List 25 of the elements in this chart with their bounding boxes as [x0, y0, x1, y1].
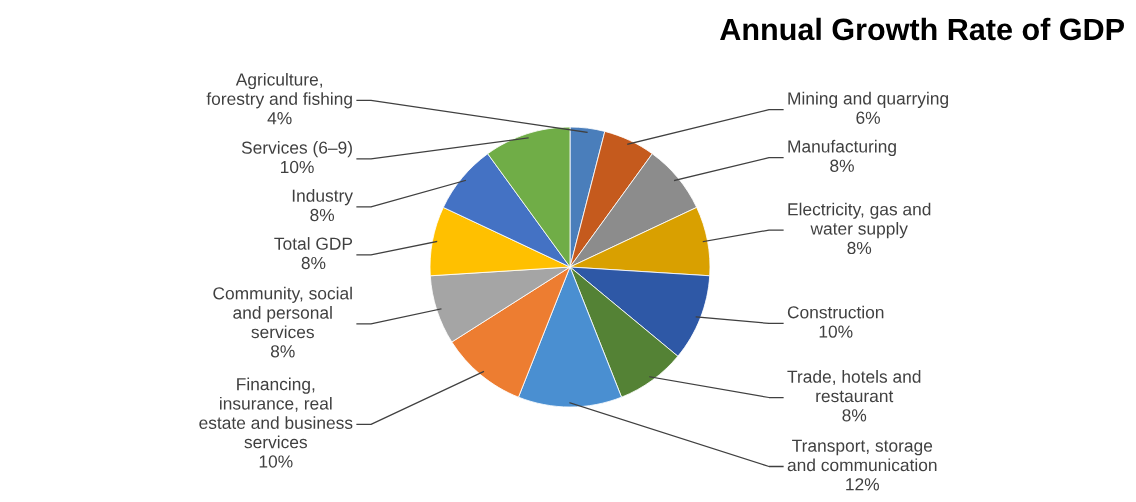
slice-label: Financing, insurance, real estate and business services [199, 377, 353, 449]
data-label: 12% [846, 478, 880, 491]
data-label: 6% [856, 111, 880, 124]
data-label: 8% [301, 256, 326, 270]
slice-label: Total GDP [274, 237, 353, 250]
chart-title: Annual Growth Rate of GDP [720, 17, 1124, 41]
slice-label: Trade, hotels and restaurant [787, 370, 921, 403]
data-label: 10% [819, 325, 853, 338]
data-label: 8% [830, 159, 854, 172]
slice-label: Services (6–9) [241, 141, 352, 158]
slice-label: Manufacturing [788, 139, 896, 156]
data-label: 4% [267, 112, 292, 125]
data-label: 10% [259, 455, 293, 468]
slice-label: Agriculture, forestry and fishing [206, 72, 352, 109]
data-label: 8% [847, 241, 872, 255]
data-label: 10% [280, 160, 314, 174]
data-label: 8% [842, 409, 867, 422]
slice-label: Transport, storage and communication [787, 439, 937, 472]
slice-label: Mining and quarrying [788, 91, 949, 108]
data-label: 8% [310, 208, 335, 222]
slice-label: Industry [292, 189, 353, 206]
slice-label: Electricity, gas and water supply [788, 202, 931, 239]
slice-label: Construction [787, 305, 884, 319]
data-label: 8% [270, 345, 295, 358]
slice-label: Community, social and personal services [213, 286, 352, 339]
